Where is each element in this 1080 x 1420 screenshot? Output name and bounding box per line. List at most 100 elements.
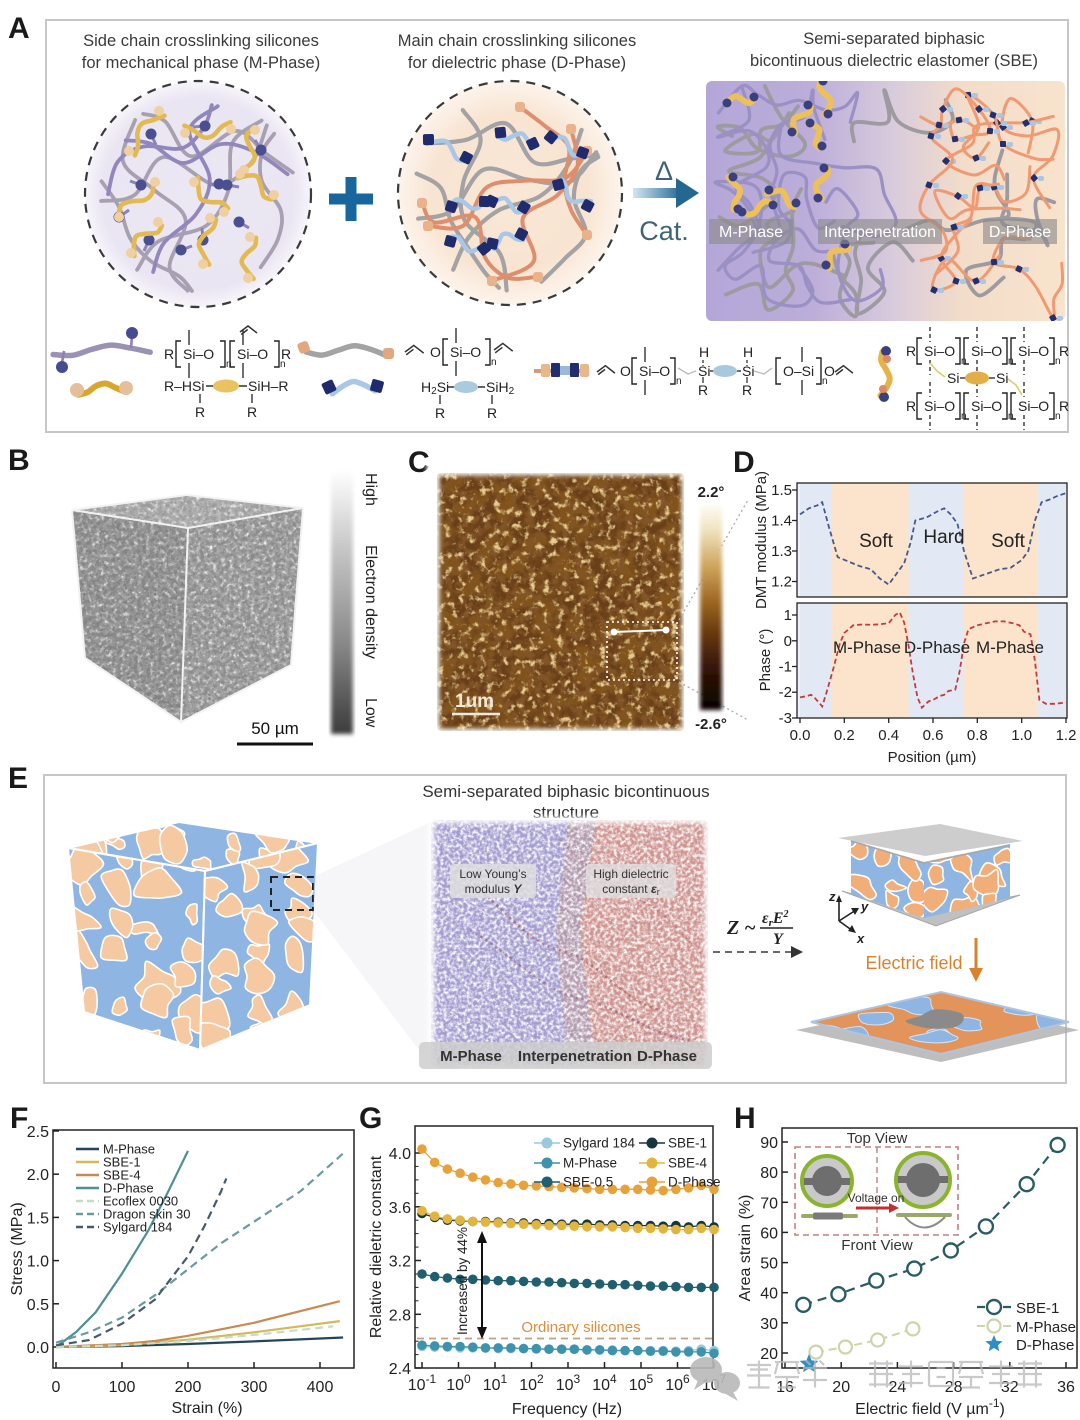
svg-text:1.3: 1.3: [771, 543, 792, 560]
svg-text:constant εr: constant εr: [602, 882, 659, 897]
svg-text:H: H: [699, 344, 709, 360]
svg-text:G: G: [359, 1102, 382, 1135]
svg-text:n: n: [280, 359, 286, 370]
svg-text:Front View: Front View: [841, 1237, 913, 1254]
svg-text:0.6: 0.6: [923, 727, 944, 744]
svg-text:40: 40: [760, 1286, 778, 1303]
svg-text:Si–O: Si–O: [971, 343, 1002, 359]
svg-text:R: R: [1059, 343, 1069, 359]
svg-text:Position (µm): Position (µm): [888, 749, 977, 766]
svg-text:0.5: 0.5: [27, 1297, 49, 1314]
svg-text:Si–O: Si–O: [971, 398, 1002, 414]
svg-text:36: 36: [1057, 1379, 1075, 1396]
svg-text:0: 0: [784, 633, 792, 650]
svg-text:Voltage on: Voltage on: [848, 1191, 905, 1205]
svg-text:n: n: [822, 376, 828, 387]
svg-text:Interpenetration: Interpenetration: [518, 1048, 632, 1065]
svg-text:80: 80: [760, 1165, 778, 1182]
svg-text:O: O: [824, 363, 835, 379]
svg-text:R: R: [698, 382, 708, 398]
svg-text:SiH–R: SiH–R: [248, 378, 288, 394]
svg-text:D-Phase: D-Phase: [1016, 1337, 1074, 1354]
svg-text:y: y: [860, 899, 869, 914]
svg-text:Si–O: Si–O: [924, 343, 955, 359]
svg-text:1: 1: [784, 607, 792, 624]
svg-text:Top View: Top View: [847, 1130, 908, 1147]
svg-text:2.0: 2.0: [27, 1167, 49, 1184]
svg-text:60: 60: [760, 1225, 778, 1242]
svg-text:R: R: [906, 343, 916, 359]
svg-text:SBE-1: SBE-1: [668, 1136, 707, 1151]
svg-text:modulus Y: modulus Y: [465, 882, 523, 896]
svg-text:Electron density: Electron density: [362, 545, 379, 659]
svg-text:M-Phase: M-Phase: [440, 1048, 502, 1065]
svg-text:Si: Si: [742, 363, 754, 379]
svg-text:High dielectric: High dielectric: [593, 867, 668, 881]
svg-text:bicontinuous dielectric elasto: bicontinuous dielectric elastomer (SBE): [750, 52, 1038, 70]
svg-text:20: 20: [832, 1379, 850, 1396]
svg-text:Relative dieletric constant: Relative dieletric constant: [368, 1155, 385, 1338]
svg-text:24: 24: [889, 1379, 907, 1396]
svg-text:400: 400: [307, 1379, 334, 1396]
svg-text:z: z: [828, 889, 836, 904]
svg-text:E: E: [8, 762, 28, 795]
svg-text:B: B: [8, 444, 30, 477]
svg-text:0.2: 0.2: [834, 727, 855, 744]
svg-text:Si: Si: [698, 363, 710, 379]
svg-text:R: R: [195, 404, 205, 420]
svg-text:Area strain (%): Area strain (%): [737, 1195, 754, 1302]
svg-text:Dragon skin 30: Dragon skin 30: [103, 1207, 190, 1222]
svg-text:Si–O: Si–O: [1018, 343, 1049, 359]
svg-text:Sylgard 184: Sylgard 184: [563, 1136, 636, 1151]
svg-text:Low: Low: [362, 698, 379, 728]
svg-text:90: 90: [760, 1135, 778, 1152]
svg-text:3.2: 3.2: [389, 1254, 411, 1271]
svg-text:n: n: [491, 357, 497, 368]
svg-text:Si–O: Si–O: [1018, 398, 1049, 414]
svg-text:for mechanical phase (M-Phase): for mechanical phase (M-Phase): [82, 54, 320, 72]
svg-text:n: n: [1055, 411, 1061, 422]
svg-text:100: 100: [109, 1379, 136, 1396]
svg-text:x: x: [856, 931, 865, 946]
svg-text:H: H: [734, 1102, 756, 1135]
svg-text:Δ: Δ: [655, 156, 673, 186]
svg-text:1.5: 1.5: [771, 482, 792, 499]
svg-text:H2Si: H2Si: [421, 379, 449, 397]
svg-text:Low Young’s: Low Young’s: [459, 867, 526, 881]
svg-text:Sylgard 184: Sylgard 184: [103, 1220, 172, 1235]
svg-text:Interpenetration: Interpenetration: [824, 224, 936, 241]
svg-text:0.0: 0.0: [27, 1340, 49, 1357]
svg-text:4.0: 4.0: [389, 1146, 411, 1163]
svg-text:2.5: 2.5: [27, 1124, 49, 1141]
svg-text:O–Si: O–Si: [783, 363, 814, 379]
svg-text:n: n: [676, 376, 682, 387]
svg-text:50 µm: 50 µm: [251, 719, 299, 738]
svg-text:C: C: [408, 446, 430, 479]
svg-text:1.0: 1.0: [1011, 727, 1032, 744]
svg-text:-3: -3: [779, 710, 792, 727]
svg-text:R: R: [164, 346, 174, 362]
svg-text:200: 200: [175, 1379, 202, 1396]
svg-text:O: O: [620, 363, 631, 379]
svg-text:D-Phase: D-Phase: [103, 1181, 154, 1196]
svg-text:for dielectric phase (D-Phase): for dielectric phase (D-Phase): [408, 54, 626, 72]
svg-text:30: 30: [760, 1316, 778, 1333]
svg-text:-2.6°: -2.6°: [695, 716, 727, 733]
svg-text:Si–O: Si–O: [183, 346, 214, 362]
svg-text:D-Phase: D-Phase: [637, 1048, 697, 1065]
svg-text:H: H: [743, 344, 753, 360]
svg-text:2.8: 2.8: [389, 1307, 411, 1324]
svg-text:DMT modulus (MPa): DMT modulus (MPa): [753, 471, 770, 609]
svg-text:-2: -2: [779, 684, 792, 701]
svg-text:2.2°: 2.2°: [698, 484, 725, 501]
svg-text:Strain (%): Strain (%): [171, 1400, 242, 1417]
svg-text:1.2: 1.2: [771, 574, 792, 591]
svg-text:Semi-separated biphasic: Semi-separated biphasic: [803, 30, 985, 48]
svg-text:32: 32: [1001, 1379, 1019, 1396]
svg-text:Side chain crosslinking silico: Side chain crosslinking silicones: [83, 32, 319, 50]
svg-text:Increased by 44%: Increased by 44%: [455, 1227, 470, 1335]
svg-text:0.8: 0.8: [967, 727, 988, 744]
svg-text:Cat.: Cat.: [639, 216, 689, 246]
svg-text:R: R: [742, 382, 752, 398]
svg-text:M-Phase: M-Phase: [719, 224, 783, 241]
